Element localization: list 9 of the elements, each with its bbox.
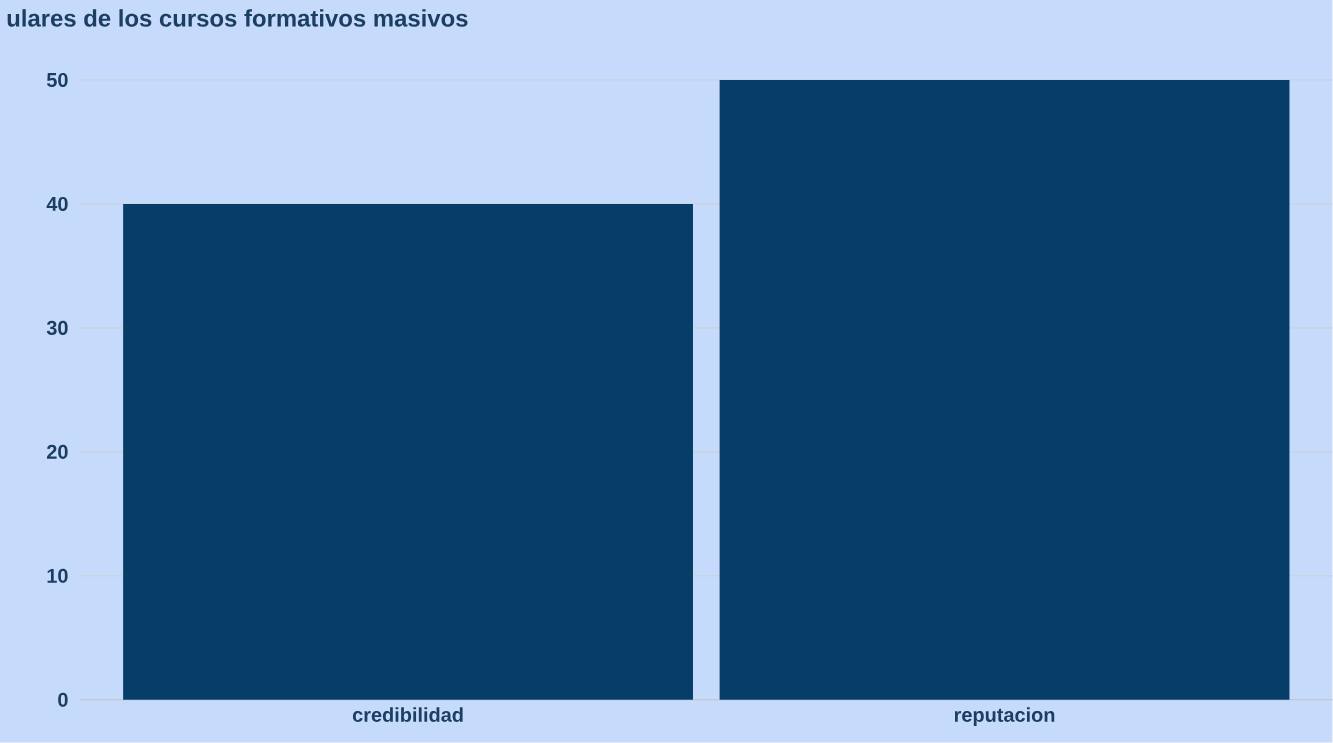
chart-title: ulares de los cursos formativos masivos <box>7 9 468 27</box>
y-tick-label: 40 <box>46 196 68 212</box>
x-tick-label: credibilidad <box>352 707 463 723</box>
x-tick-label: reputacion <box>954 707 1055 726</box>
y-tick-label: 50 <box>46 73 68 88</box>
y-tick-label: 20 <box>46 444 68 460</box>
y-tick-label: 0 <box>58 692 68 707</box>
y-tick-label: 10 <box>47 568 68 583</box>
y-tick-label: 30 <box>46 320 68 336</box>
